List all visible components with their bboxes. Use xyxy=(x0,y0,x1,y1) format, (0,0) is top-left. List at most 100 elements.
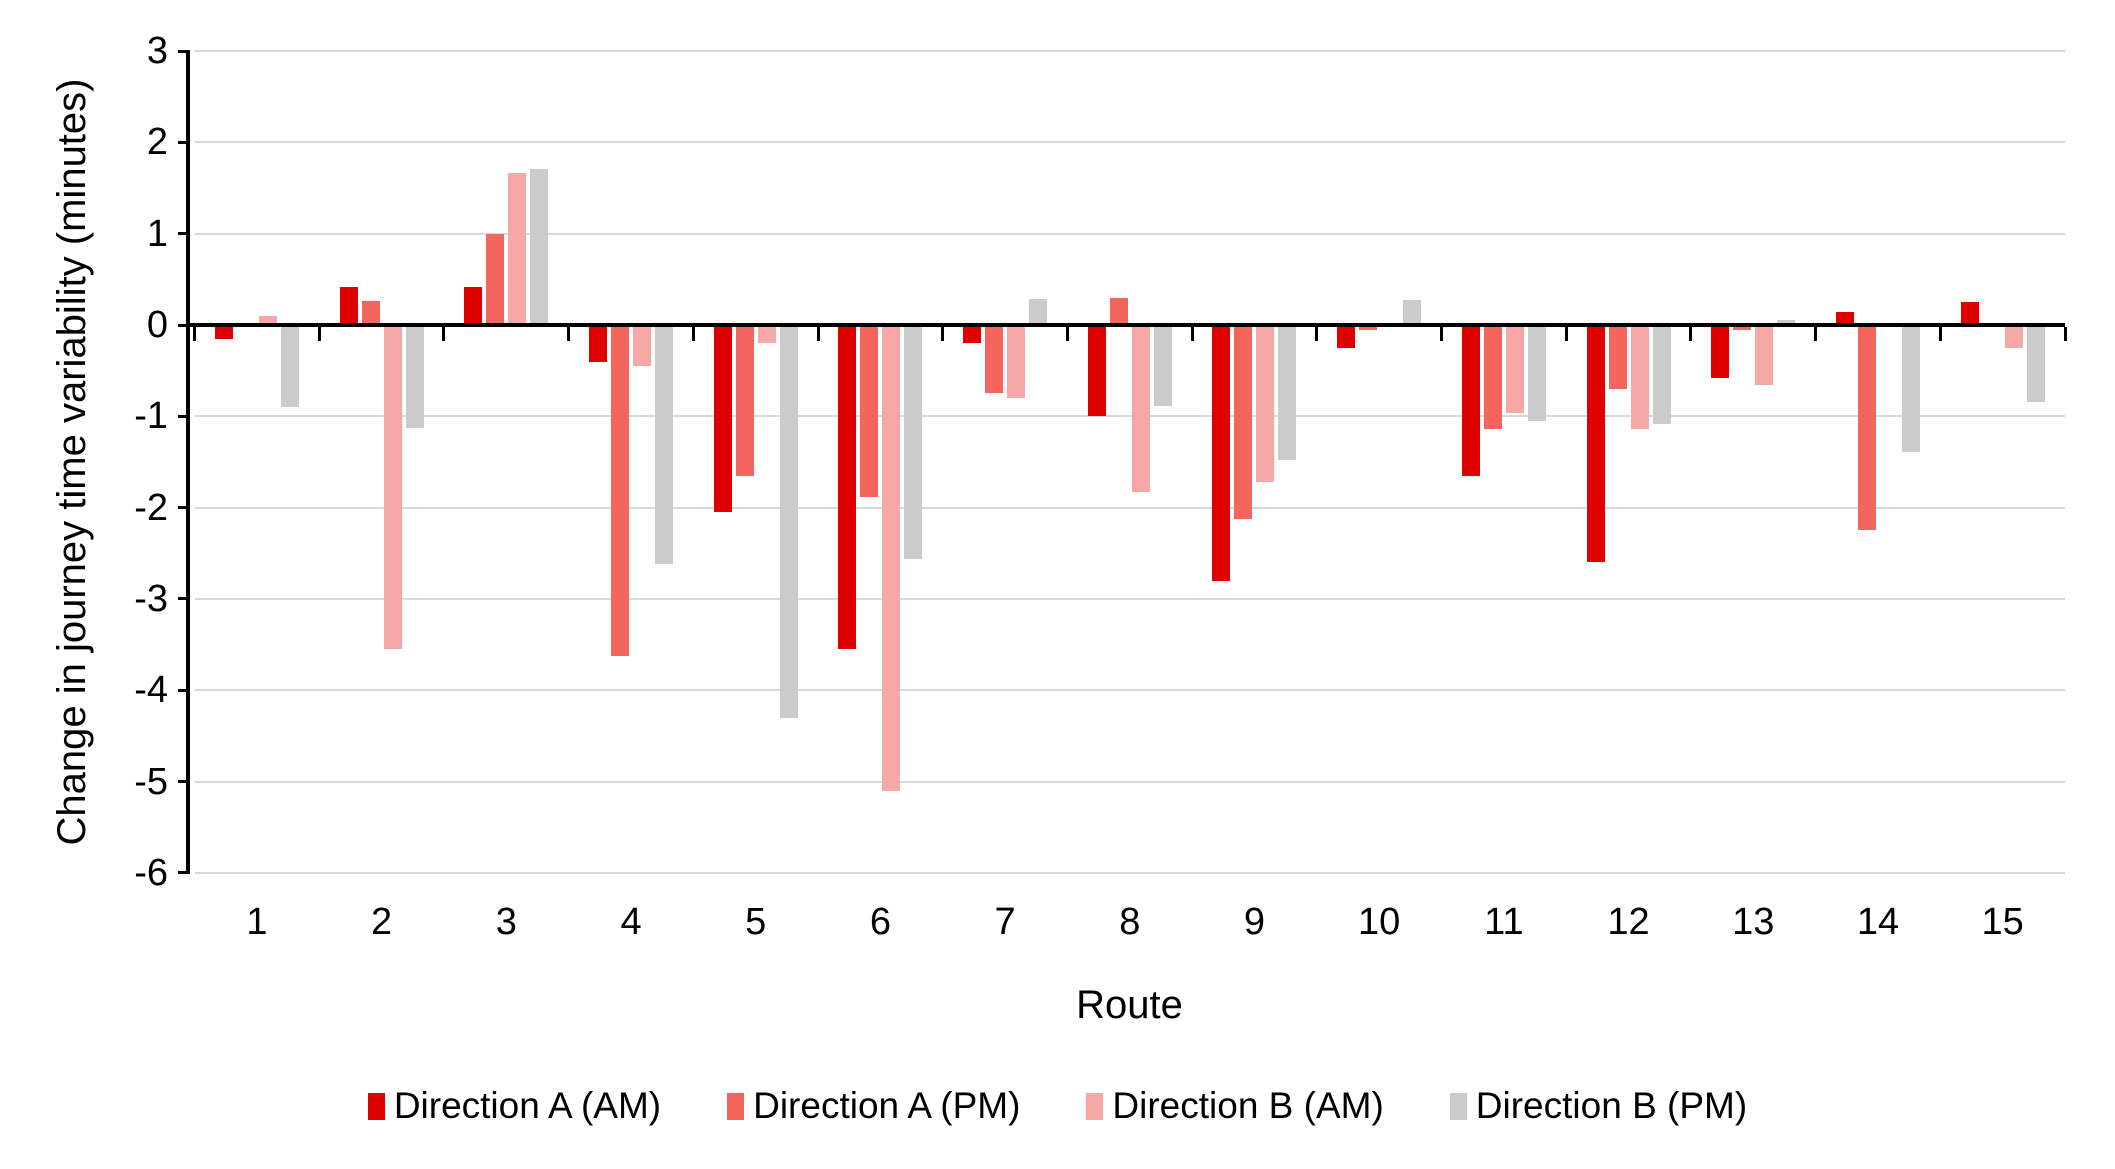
bar-route13-direction-b-am xyxy=(1755,325,1774,386)
bar-route7-direction-a-pm xyxy=(985,325,1004,394)
legend-swatch-direction-b-pm xyxy=(1449,1092,1467,1120)
bar-route3-direction-a-pm xyxy=(486,233,505,325)
y-tick-label-2: 2 xyxy=(146,121,168,164)
x-tick-label-15: 15 xyxy=(1981,901,2024,943)
x-axis-tick-1 xyxy=(317,327,321,341)
bar-route10-direction-a-am xyxy=(1337,325,1356,348)
y-axis-tick--1 xyxy=(178,414,190,418)
x-axis-tick-3 xyxy=(567,327,571,341)
bar-route3-direction-a-am xyxy=(464,286,483,325)
bar-route8-direction-b-am xyxy=(1131,325,1150,493)
y-axis-tick-0 xyxy=(178,323,190,327)
y-axis-line xyxy=(186,51,190,873)
bar-route12-direction-a-am xyxy=(1586,325,1605,563)
bar-route4-direction-a-pm xyxy=(611,325,630,656)
y-axis-tick--5 xyxy=(178,780,190,783)
bar-route7-direction-b-pm xyxy=(1029,298,1048,325)
x-axis-tick-4 xyxy=(691,327,695,341)
x-axis-zero-line xyxy=(186,323,2065,327)
legend: Direction A (AM) Direction A (PM) Directio… xyxy=(0,1078,2115,1134)
bar-route9-direction-a-pm xyxy=(1234,325,1253,520)
x-axis-tick-9 xyxy=(1315,327,1319,341)
bar-route5-direction-a-am xyxy=(713,325,732,513)
y-tick-label--5: -5 xyxy=(134,760,168,803)
x-axis-tick-14 xyxy=(1938,327,1942,341)
bar-route5-direction-b-pm xyxy=(779,325,798,718)
bar-route3-direction-b-pm xyxy=(530,168,549,325)
bar-route12-direction-a-pm xyxy=(1608,325,1627,389)
x-tick-label-5: 5 xyxy=(745,901,767,943)
bar-route2-direction-a-pm xyxy=(361,301,380,325)
x-axis-tick-7 xyxy=(1065,327,1069,341)
x-axis-title: Route xyxy=(1076,983,1183,1027)
bar-route4-direction-b-pm xyxy=(655,325,674,565)
y-tick-label--4: -4 xyxy=(134,669,168,712)
y-axis-tick-2 xyxy=(178,140,190,144)
y-tick-label--1: -1 xyxy=(134,395,168,438)
bar-route13-direction-a-pm xyxy=(1733,325,1752,330)
legend-item-direction-b-am: Direction B (AM) xyxy=(1086,1085,1384,1127)
x-tick-label-1: 1 xyxy=(246,901,268,943)
y-axis-tick-3 xyxy=(178,49,190,53)
bar-route11-direction-a-pm xyxy=(1483,325,1502,430)
x-axis-tick-0 xyxy=(193,327,197,341)
bar-route3-direction-b-am xyxy=(508,172,527,325)
x-tick-label-11: 11 xyxy=(1484,901,1524,943)
gridline--5 xyxy=(194,780,2065,783)
x-tick-label-9: 9 xyxy=(1243,901,1266,943)
x-axis-tick-15 xyxy=(2063,327,2067,341)
bar-route10-direction-b-pm xyxy=(1403,300,1422,325)
gridline--1 xyxy=(194,415,2065,418)
bar-route5-direction-a-pm xyxy=(735,325,754,476)
legend-item-direction-b-pm: Direction B (PM) xyxy=(1449,1085,1748,1127)
bar-route15-direction-b-pm xyxy=(2026,325,2045,402)
bar-route1-direction-a-am xyxy=(214,325,233,339)
bar-route7-direction-a-am xyxy=(963,325,982,344)
legend-swatch-direction-b-am xyxy=(1086,1092,1104,1120)
legend-item-direction-a-am: Direction A (AM) xyxy=(367,1085,662,1127)
x-tick-label-3: 3 xyxy=(495,901,517,943)
legend-label-direction-a-am: Direction A (AM) xyxy=(393,1085,662,1126)
y-tick-label-1: 1 xyxy=(146,212,168,255)
bar-route2-direction-b-pm xyxy=(405,325,424,429)
bar-route5-direction-b-am xyxy=(757,325,776,344)
x-axis-tick-2 xyxy=(442,327,446,341)
bar-route14-direction-a-pm xyxy=(1857,325,1876,531)
gridline--6 xyxy=(194,871,2065,874)
x-axis-tick-6 xyxy=(941,327,945,341)
bar-route1-direction-b-pm xyxy=(280,325,299,408)
x-axis-tick-5 xyxy=(816,327,820,341)
bar-route15-direction-b-am xyxy=(2004,325,2023,348)
bar-route8-direction-b-pm xyxy=(1153,325,1172,407)
x-tick-label-10: 10 xyxy=(1358,901,1401,943)
bar-route10-direction-a-pm xyxy=(1359,325,1378,331)
x-tick-label-13: 13 xyxy=(1732,901,1775,943)
gridline-3 xyxy=(194,50,2065,53)
bar-route9-direction-b-pm xyxy=(1278,325,1297,461)
y-axis-tick-1 xyxy=(178,232,190,236)
bar-route11-direction-a-am xyxy=(1461,325,1480,476)
bar-route13-direction-a-am xyxy=(1711,325,1730,378)
y-axis-tick--6 xyxy=(178,871,190,875)
legend-item-direction-a-pm: Direction A (PM) xyxy=(727,1085,1020,1127)
gridline--4 xyxy=(194,689,2065,692)
x-axis-tick-13 xyxy=(1814,327,1818,341)
bar-route12-direction-b-am xyxy=(1630,325,1649,430)
bar-route1-direction-b-am xyxy=(258,315,277,325)
bar-route6-direction-b-pm xyxy=(904,325,923,559)
legend-label-direction-b-am: Direction B (AM) xyxy=(1112,1085,1384,1126)
bar-route14-direction-a-am xyxy=(1835,312,1854,325)
y-tick-label--2: -2 xyxy=(134,486,168,529)
x-tick-label-7: 7 xyxy=(994,901,1016,943)
y-axis-title: Change in journey time variability (minu… xyxy=(50,78,94,846)
bar-route2-direction-b-am xyxy=(383,325,402,650)
legend-label-direction-b-pm: Direction B (PM) xyxy=(1475,1085,1748,1126)
y-axis-tick--2 xyxy=(178,506,190,510)
x-axis-tick-11 xyxy=(1564,327,1568,341)
bar-route12-direction-b-pm xyxy=(1652,325,1671,424)
bar-route4-direction-a-am xyxy=(589,325,608,362)
bar-route11-direction-b-pm xyxy=(1527,325,1546,421)
bar-route15-direction-a-am xyxy=(1960,302,1979,325)
x-tick-label-8: 8 xyxy=(1119,901,1141,943)
bar-route4-direction-b-am xyxy=(633,325,652,367)
